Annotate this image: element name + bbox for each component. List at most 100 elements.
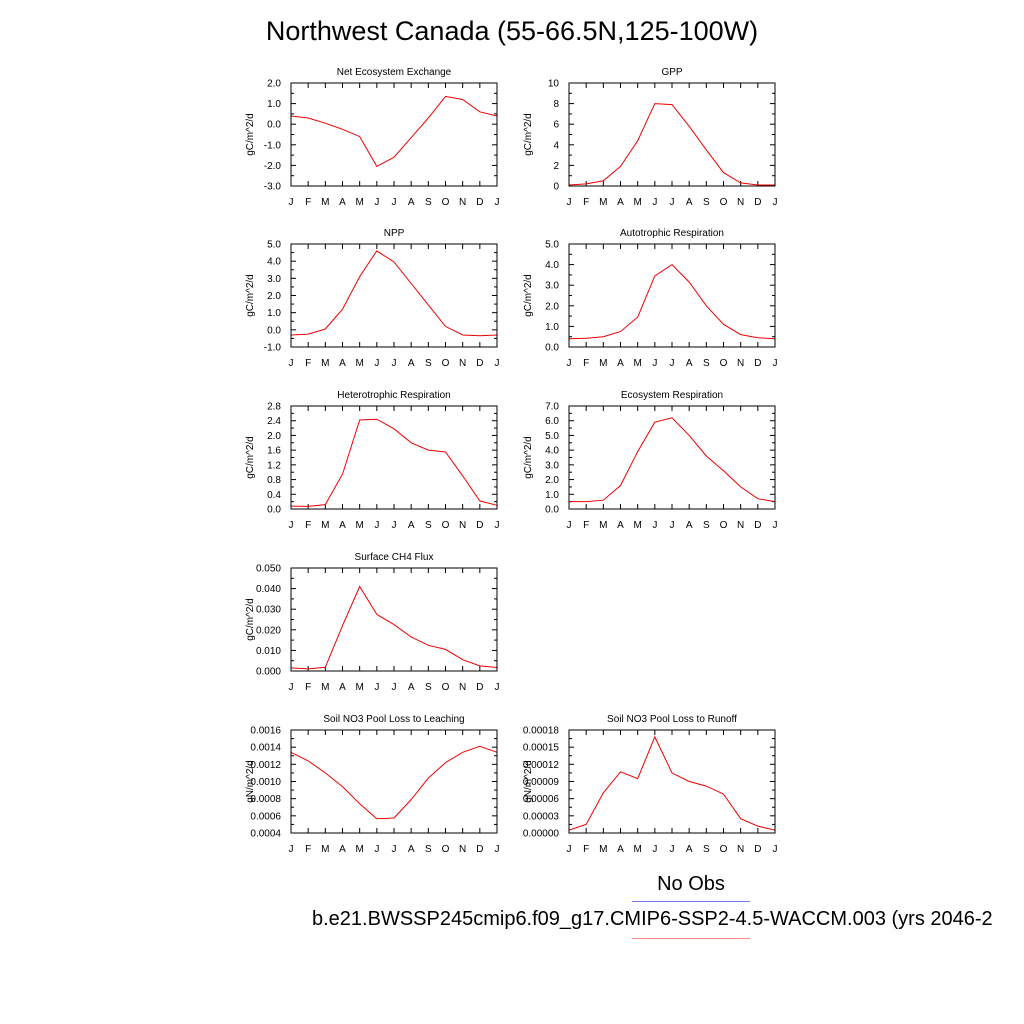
x-tick-label: A	[408, 682, 415, 693]
x-tick-label: M	[355, 682, 363, 693]
x-tick-label: M	[599, 520, 607, 531]
y-tick-label: 0.00000	[523, 829, 560, 840]
x-tick-label: N	[459, 358, 466, 369]
x-tick-label: D	[476, 358, 483, 369]
y-tick-label: 0.0	[545, 343, 559, 354]
y-tick-label: 0.0010	[250, 777, 281, 788]
y-tick-label: 0.00018	[523, 726, 560, 737]
y-tick-label: 6.0	[545, 416, 559, 427]
y-tick-label: 1.0	[545, 490, 559, 501]
x-tick-label: A	[617, 520, 624, 531]
x-tick-label: A	[339, 682, 346, 693]
x-tick-label: A	[408, 358, 415, 369]
y-tick-label: 1.0	[267, 308, 281, 319]
chart-panel-1: Net Ecosystem Exchange gC/m^2/d -3.0 -2.0 -1…	[245, 67, 500, 208]
page-title: Northwest Canada (55-66.5N,125-100W)	[265, 16, 759, 46]
y-axis-label: gN/m^2/d	[245, 760, 256, 803]
y-tick-label: 5.0	[545, 431, 559, 442]
x-tick-label: J	[773, 520, 778, 531]
x-tick-label: F	[305, 520, 311, 531]
y-tick-label: 0.00015	[523, 743, 560, 754]
x-tick-label: D	[754, 197, 761, 208]
series-line	[290, 745, 498, 820]
plot-frame	[568, 729, 776, 834]
x-tick-label: J	[670, 520, 675, 531]
x-tick-label: A	[686, 520, 693, 531]
y-axis-label: gC/m^2/d	[245, 274, 256, 317]
x-tick-label: S	[425, 844, 432, 855]
series-line	[568, 103, 775, 186]
x-tick-label: N	[459, 682, 466, 693]
x-tick-label: J	[392, 682, 397, 693]
y-tick-label: 5.0	[267, 240, 281, 251]
x-tick-label: O	[442, 682, 450, 693]
x-tick-label: S	[425, 197, 432, 208]
x-tick-label: M	[321, 358, 329, 369]
y-axis-label: gC/m^2/d	[523, 113, 534, 156]
y-tick-label: 2.8	[267, 402, 281, 413]
chart-title: Soil NO3 Pool Loss to Runoff	[607, 714, 737, 725]
chart-title: Soil NO3 Pool Loss to Leaching	[323, 714, 464, 725]
y-tick-label: 7.0	[545, 402, 559, 413]
legend-obs-label: No Obs	[657, 873, 725, 895]
x-tick-label: O	[442, 358, 450, 369]
x-tick-label: A	[408, 197, 415, 208]
x-tick-label: S	[425, 358, 432, 369]
y-axis-label: gC/m^2/d	[245, 113, 256, 156]
x-tick-label: J	[289, 197, 294, 208]
x-tick-label: D	[754, 520, 761, 531]
x-tick-label: J	[392, 844, 397, 855]
y-tick-label: 1.2	[267, 460, 281, 471]
y-tick-label: 10	[548, 79, 560, 90]
y-tick-label: 0.00003	[523, 811, 560, 822]
y-tick-label: -1.0	[264, 343, 282, 354]
y-tick-label: 0.020	[256, 625, 281, 636]
x-tick-label: F	[305, 682, 311, 693]
x-tick-label: J	[670, 197, 675, 208]
x-tick-label: N	[737, 197, 744, 208]
x-tick-label: N	[737, 520, 744, 531]
y-tick-label: 0.0	[545, 505, 559, 516]
chart-title: Surface CH4 Flux	[355, 552, 434, 563]
x-tick-label: D	[754, 358, 761, 369]
y-tick-label: 0.0008	[250, 794, 281, 805]
x-tick-label: S	[703, 197, 710, 208]
x-tick-label: J	[773, 197, 778, 208]
x-tick-label: J	[773, 844, 778, 855]
y-tick-label: 0.010	[256, 646, 281, 657]
x-tick-label: J	[670, 358, 675, 369]
chart-title: Heterotrophic Respiration	[337, 390, 450, 401]
y-tick-label: 1.0	[267, 99, 281, 110]
chart-title: NPP	[384, 228, 405, 239]
y-tick-label: 4.0	[545, 260, 559, 271]
y-tick-label: 1.0	[545, 322, 559, 333]
x-tick-label: J	[567, 844, 572, 855]
legend-model-line	[632, 938, 750, 939]
x-tick-label: N	[459, 197, 466, 208]
chart-panel-4: Autotrophic Respiration gC/m^2/d 0.0 1.0 2.0…	[523, 228, 778, 369]
y-tick-label: 0.0	[267, 120, 281, 131]
x-tick-label: M	[599, 197, 607, 208]
y-tick-label: 0.4	[267, 490, 281, 501]
x-tick-label: M	[355, 358, 363, 369]
x-tick-label: A	[686, 358, 693, 369]
x-tick-label: F	[583, 520, 589, 531]
x-tick-label: S	[703, 844, 710, 855]
x-tick-label: D	[754, 844, 761, 855]
x-tick-label: O	[720, 358, 728, 369]
chart-title: Net Ecosystem Exchange	[337, 67, 452, 78]
x-tick-label: D	[476, 197, 483, 208]
x-tick-label: M	[633, 520, 641, 531]
legend-obs-line	[632, 901, 750, 902]
chart-panel-7: Surface CH4 Flux gC/m^2/d 0.000 0.010 0.020 0…	[245, 552, 500, 693]
series-line	[568, 263, 776, 340]
x-tick-label: O	[720, 197, 728, 208]
x-tick-label: J	[392, 520, 397, 531]
x-tick-label: A	[617, 197, 624, 208]
x-tick-label: J	[495, 358, 500, 369]
x-tick-label: O	[720, 520, 728, 531]
x-tick-label: M	[599, 844, 607, 855]
